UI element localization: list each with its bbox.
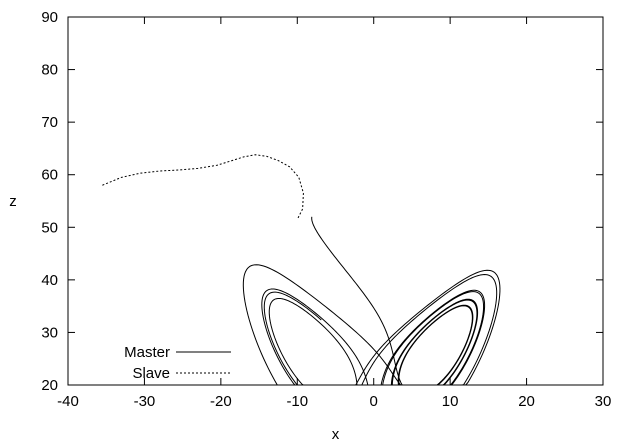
legend-label-master: Master (124, 344, 170, 361)
x-tick-label: -20 (210, 393, 232, 410)
x-tick-label: 0 (370, 393, 378, 410)
y-tick-label: 60 (41, 167, 58, 184)
x-tick-label: 10 (442, 393, 459, 410)
x-tick-label: 20 (518, 393, 535, 410)
legend-label-slave: Slave (132, 365, 170, 382)
y-tick-label: 90 (41, 9, 58, 26)
y-tick-label: 70 (41, 114, 58, 131)
series-group (102, 154, 501, 386)
y-tick-label: 50 (41, 219, 58, 236)
plot-border (67, 16, 604, 386)
x-axis-label: x (332, 426, 340, 443)
legend: Master Slave (124, 344, 231, 382)
y-tick-label: 20 (41, 377, 58, 394)
x-tick-label: -10 (286, 393, 308, 410)
series-line-slave (102, 154, 304, 220)
y-tick-label: 30 (41, 324, 58, 341)
y-tick-label: 80 (41, 62, 58, 79)
y-axis-ticks: 20 30 40 50 60 70 80 90 (41, 9, 603, 394)
y-tick-label: 40 (41, 272, 58, 289)
x-axis-ticks: -40 -30 -20 -10 0 10 20 30 (57, 17, 611, 410)
x-tick-label: 30 (595, 393, 612, 410)
plot-frame (67, 16, 604, 386)
series-line-master (242, 216, 501, 386)
y-axis-label: z (9, 193, 17, 210)
x-tick-label: -40 (57, 393, 79, 410)
x-tick-label: -30 (134, 393, 156, 410)
